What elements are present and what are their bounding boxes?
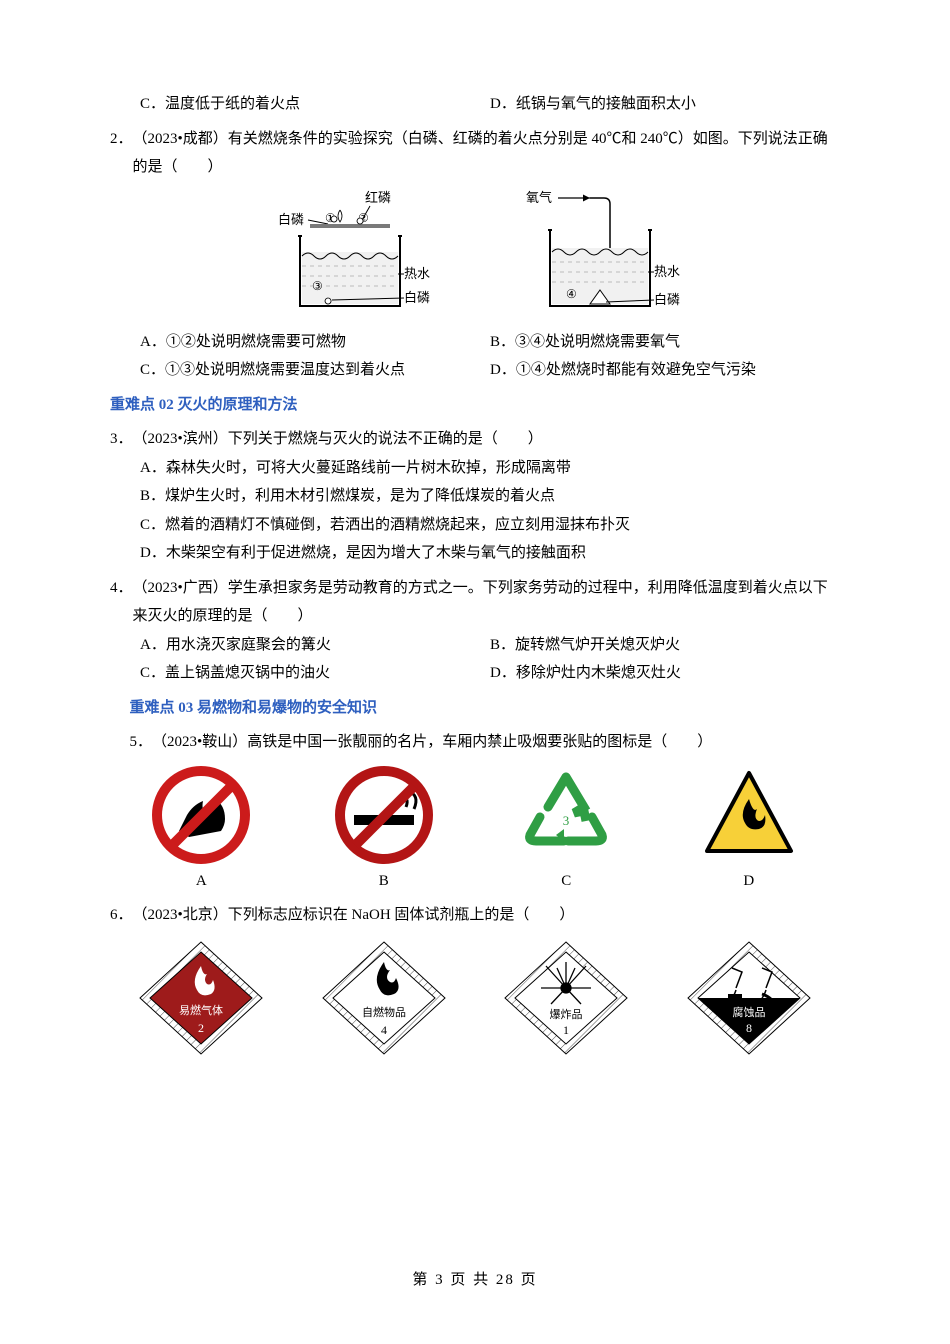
q2-options: A．①②处说明燃烧需要可燃物 B．③④处说明燃烧需要氧气 C．①③处说明燃烧需要… [110,328,840,385]
q6-icon-1: 易燃气体 2 [136,938,266,1058]
section-03-title: 重难点 03 易燃物和易爆物的安全知识 [110,694,840,723]
svg-text:④: ④ [566,287,577,301]
q5-text: （2023•鞍山）高铁是中国一张靓丽的名片，车厢内禁止吸烟要张贴的图标是（ ） [152,728,840,757]
q3-text: （2023•滨州）下列关于燃烧与灭火的说法不正确的是（ ） [133,425,840,454]
q3-opt-d: D．木柴架空有利于促进燃烧，是因为增大了木柴与氧气的接触面积 [140,539,840,568]
q3-opt-a: A．森林失火时，可将大火蔓延路线前一片树木砍掉，形成隔离带 [140,454,840,483]
q3-options: A．森林失火时，可将大火蔓延路线前一片树木砍掉，形成隔离带 B．煤炉生火时，利用… [110,454,840,568]
q2: 2． （2023•成都）有关燃烧条件的实验探究（白磷、红磷的着火点分别是 40℃… [110,125,840,182]
svg-text:8: 8 [746,1021,752,1035]
q5-icons: 3 [110,765,840,865]
q2-text: （2023•成都）有关燃烧条件的实验探究（白磷、红磷的着火点分别是 40℃和 2… [133,125,840,182]
prev-question-options: C．温度低于纸的着火点 D．纸锅与氧气的接触面积太小 [110,90,840,119]
q5: 5． （2023•鞍山）高铁是中国一张靓丽的名片，车厢内禁止吸烟要张贴的图标是（… [110,728,840,757]
svg-text:爆炸品: 爆炸品 [550,1007,583,1021]
q4-options: A．用水浇灭家庭聚会的篝火 B．旋转燃气炉开关熄灭炉火 C．盖上锅盖熄灭锅中的油… [110,631,840,688]
svg-text:腐蚀品: 腐蚀品 [732,1005,765,1019]
q4-opt-b: B．旋转燃气炉开关熄灭炉火 [490,631,840,660]
svg-text:氧气: 氧气 [526,190,552,205]
svg-text:自燃物品: 自燃物品 [362,1005,406,1019]
section-02-title: 重难点 02 灭火的原理和方法 [110,391,840,420]
q6-icon-2: 自燃物品 4 [319,938,449,1058]
q2-opt-b: B．③④处说明燃烧需要氧气 [490,328,840,357]
q2-figure-1: 红磷 白磷 ① ② ③ [270,190,430,320]
q3-opt-c: C．燃着的酒精灯不慎碰倒，若洒出的酒精燃烧起来，应立刻用湿抹布扑灭 [140,511,840,540]
q4-opt-c: C．盖上锅盖熄灭锅中的油火 [140,659,490,688]
q3-number: 3． [110,425,133,454]
footer-page: 3 [435,1272,445,1288]
q5-label-d: D [658,867,841,896]
label-red-phos: 红磷 [365,190,391,205]
svg-text:1: 1 [563,1023,569,1037]
q6-icons: 易燃气体 2 自燃物品 4 [110,938,840,1058]
q5-label-c: C [475,867,658,896]
svg-text:热水: 热水 [654,264,680,279]
q4-opt-a: A．用水浇灭家庭聚会的篝火 [140,631,490,660]
page-footer: 第 3 页 共 28 页 [0,1266,950,1295]
q2-number: 2． [110,125,133,182]
svg-text:4: 4 [381,1023,387,1037]
q3: 3． （2023•滨州）下列关于燃烧与灭火的说法不正确的是（ ） [110,425,840,454]
q5-labels: A B C D [110,867,840,896]
footer-text-1: 第 [412,1272,429,1288]
svg-text:2: 2 [198,1021,204,1035]
q6: 6． （2023•北京）下列标志应标识在 NaOH 固体试剂瓶上的是（ ） [110,901,840,930]
q5-label-b: B [293,867,476,896]
q2-figures: 红磷 白磷 ① ② ③ [110,190,840,320]
q5-label-a: A [110,867,293,896]
footer-text-2: 页 共 [450,1272,490,1288]
q5-number: 5． [130,728,153,757]
q2-opt-d: D．①④处燃烧时都能有效避免空气污染 [490,356,840,385]
q2-figure-2: 氧气 ④ 热水 白磷 [510,190,680,320]
svg-text:白磷: 白磷 [654,292,680,307]
q6-text: （2023•北京）下列标志应标识在 NaOH 固体试剂瓶上的是（ ） [133,901,840,930]
prev-opt-c: C．温度低于纸的着火点 [140,90,490,119]
svg-text:易燃气体: 易燃气体 [179,1003,223,1017]
q3-opt-b: B．煤炉生火时，利用木材引燃煤炭，是为了降低煤炭的着火点 [140,482,840,511]
q2-opt-c: C．①③处说明燃烧需要温度达到着火点 [140,356,490,385]
q6-icon-4: 腐蚀品 8 [684,938,814,1058]
q5-icon-c: 3 [516,765,616,865]
q5-icon-d [699,765,799,865]
q4: 4． （2023•广西）学生承担家务是劳动教育的方式之一。下列家务劳动的过程中，… [110,574,840,631]
label-white-phos-top: 白磷 [278,212,304,227]
footer-total: 28 [496,1272,515,1288]
q6-number: 6． [110,901,133,930]
q4-opt-d: D．移除炉灶内木柴熄灭灶火 [490,659,840,688]
footer-text-3: 页 [521,1272,538,1288]
svg-text:热水: 热水 [404,266,430,281]
q4-text: （2023•广西）学生承担家务是劳动教育的方式之一。下列家务劳动的过程中，利用降… [133,574,840,631]
q4-number: 4． [110,574,133,631]
svg-text:白磷: 白磷 [404,290,430,305]
q5-icon-a [151,765,251,865]
q6-icon-3: 爆炸品 1 [501,938,631,1058]
recycle-num-label: 3 [563,813,570,828]
q2-opt-a: A．①②处说明燃烧需要可燃物 [140,328,490,357]
prev-opt-d: D．纸锅与氧气的接触面积太小 [490,90,840,119]
q5-icon-b [334,765,434,865]
svg-text:③: ③ [312,279,323,293]
